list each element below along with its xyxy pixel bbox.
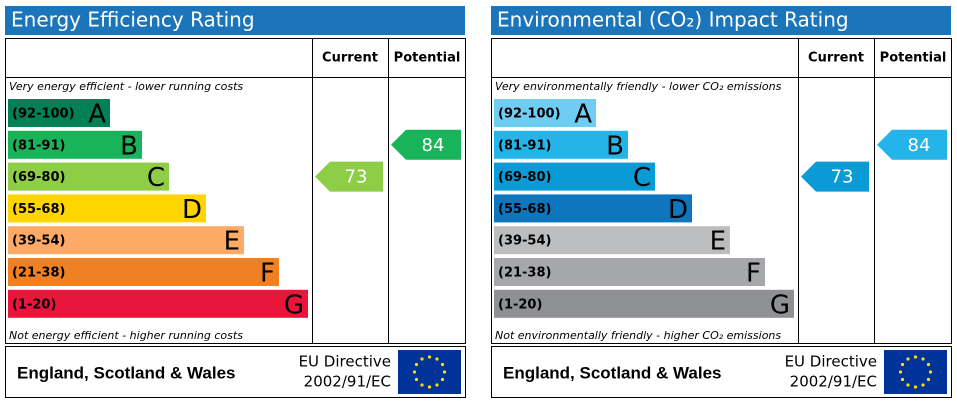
eu-star [906, 383, 910, 387]
rating-arrow [877, 129, 947, 160]
eu-star [913, 355, 918, 359]
eu-star [900, 362, 905, 367]
column-header: Potential [880, 51, 947, 66]
eu-star [414, 377, 419, 382]
band-range: (21-38) [498, 266, 551, 281]
eu-star [427, 355, 432, 359]
band-letter: G [770, 290, 790, 320]
band-range: (81-91) [12, 138, 65, 153]
eu-star [921, 357, 925, 361]
band-range: (69-80) [498, 170, 551, 185]
band-letter: F [260, 259, 275, 289]
column-header: Current [808, 51, 864, 66]
footer-region: England, Scotland & Wales [503, 363, 722, 382]
footer-region: England, Scotland & Wales [17, 363, 236, 382]
band-range: (92-100) [12, 107, 75, 122]
band-letter: A [574, 100, 592, 130]
band-bar [494, 194, 692, 223]
eu-star [435, 357, 439, 361]
band-range: (55-68) [12, 202, 65, 217]
band-bar [8, 226, 244, 255]
band-letter: G [284, 290, 304, 320]
title-bar [5, 6, 465, 35]
band-range: (69-80) [12, 170, 65, 185]
band-letter: B [606, 131, 624, 161]
band-letter: C [147, 163, 165, 193]
band-bar [8, 194, 206, 223]
bottom-note: Not environmentally friendly - higher CO… [495, 329, 781, 342]
band-bar [8, 162, 169, 191]
band-range: (55-68) [498, 202, 551, 217]
band-bar [8, 99, 110, 127]
eu-star [928, 370, 933, 374]
band-letter: F [746, 259, 761, 289]
eu-star [921, 383, 925, 387]
rating-arrow [801, 161, 869, 192]
top-note: Very environmentally friendly - lower CO… [495, 80, 782, 93]
band-range: (39-54) [498, 234, 551, 249]
column-header: Potential [394, 51, 461, 66]
band-letter: D [182, 195, 202, 225]
footer-frame [491, 346, 952, 398]
rating-value: 73 [831, 167, 854, 188]
directive-line: EU Directive [299, 353, 391, 371]
panel-title: Energy Efficiency Rating [11, 8, 255, 32]
band-range: (39-54) [12, 234, 65, 249]
band-bar [494, 258, 765, 286]
rating-value: 84 [422, 135, 445, 156]
band-letter: D [668, 195, 688, 225]
eu-star [898, 370, 903, 374]
eu-star [435, 383, 439, 387]
eu-star [926, 362, 931, 367]
band-range: (92-100) [498, 107, 561, 122]
directive-line: EU Directive [785, 353, 877, 371]
eu-star [900, 377, 905, 382]
band-letter: E [710, 227, 726, 257]
eu-star [420, 357, 424, 361]
chart-frame [5, 38, 466, 344]
band-range: (21-38) [12, 266, 65, 281]
band-bar [494, 226, 730, 255]
band-bar [8, 258, 279, 286]
band-range: (1-20) [498, 297, 542, 312]
band-bar [494, 99, 596, 127]
bottom-note: Not energy efficient - higher running co… [9, 329, 243, 342]
band-bar [494, 130, 628, 159]
footer-frame [5, 346, 466, 398]
band-bar [494, 162, 655, 191]
band-letter: C [633, 163, 651, 193]
top-note: Very energy efficient - lower running co… [9, 80, 243, 93]
chart-frame [491, 38, 952, 344]
band-letter: B [120, 131, 138, 161]
band-letter: A [88, 100, 106, 130]
eu-star [926, 377, 931, 382]
column-header: Current [322, 51, 378, 66]
rating-arrow [391, 129, 461, 160]
eu-star [913, 385, 918, 389]
title-bar [491, 6, 951, 35]
eu-star [420, 383, 424, 387]
eu-star [412, 370, 417, 374]
rating-value: 73 [345, 167, 368, 188]
band-range: (1-20) [12, 297, 56, 312]
panel-title: Environmental (CO₂) Impact Rating [497, 8, 849, 32]
directive-line: 2002/91/EC [304, 373, 391, 391]
band-bar [8, 130, 142, 159]
eu-star [440, 377, 445, 382]
band-bar [494, 289, 794, 318]
band-range: (81-91) [498, 138, 551, 153]
directive-line: 2002/91/EC [790, 373, 877, 391]
eu-star [427, 385, 432, 389]
eu-star [414, 362, 419, 367]
rating-arrow [315, 161, 383, 192]
eu-star [440, 362, 445, 367]
rating-value: 84 [908, 135, 931, 156]
eu-star [442, 370, 447, 374]
eu-star [906, 357, 910, 361]
band-bar [8, 289, 308, 318]
band-letter: E [224, 227, 240, 257]
